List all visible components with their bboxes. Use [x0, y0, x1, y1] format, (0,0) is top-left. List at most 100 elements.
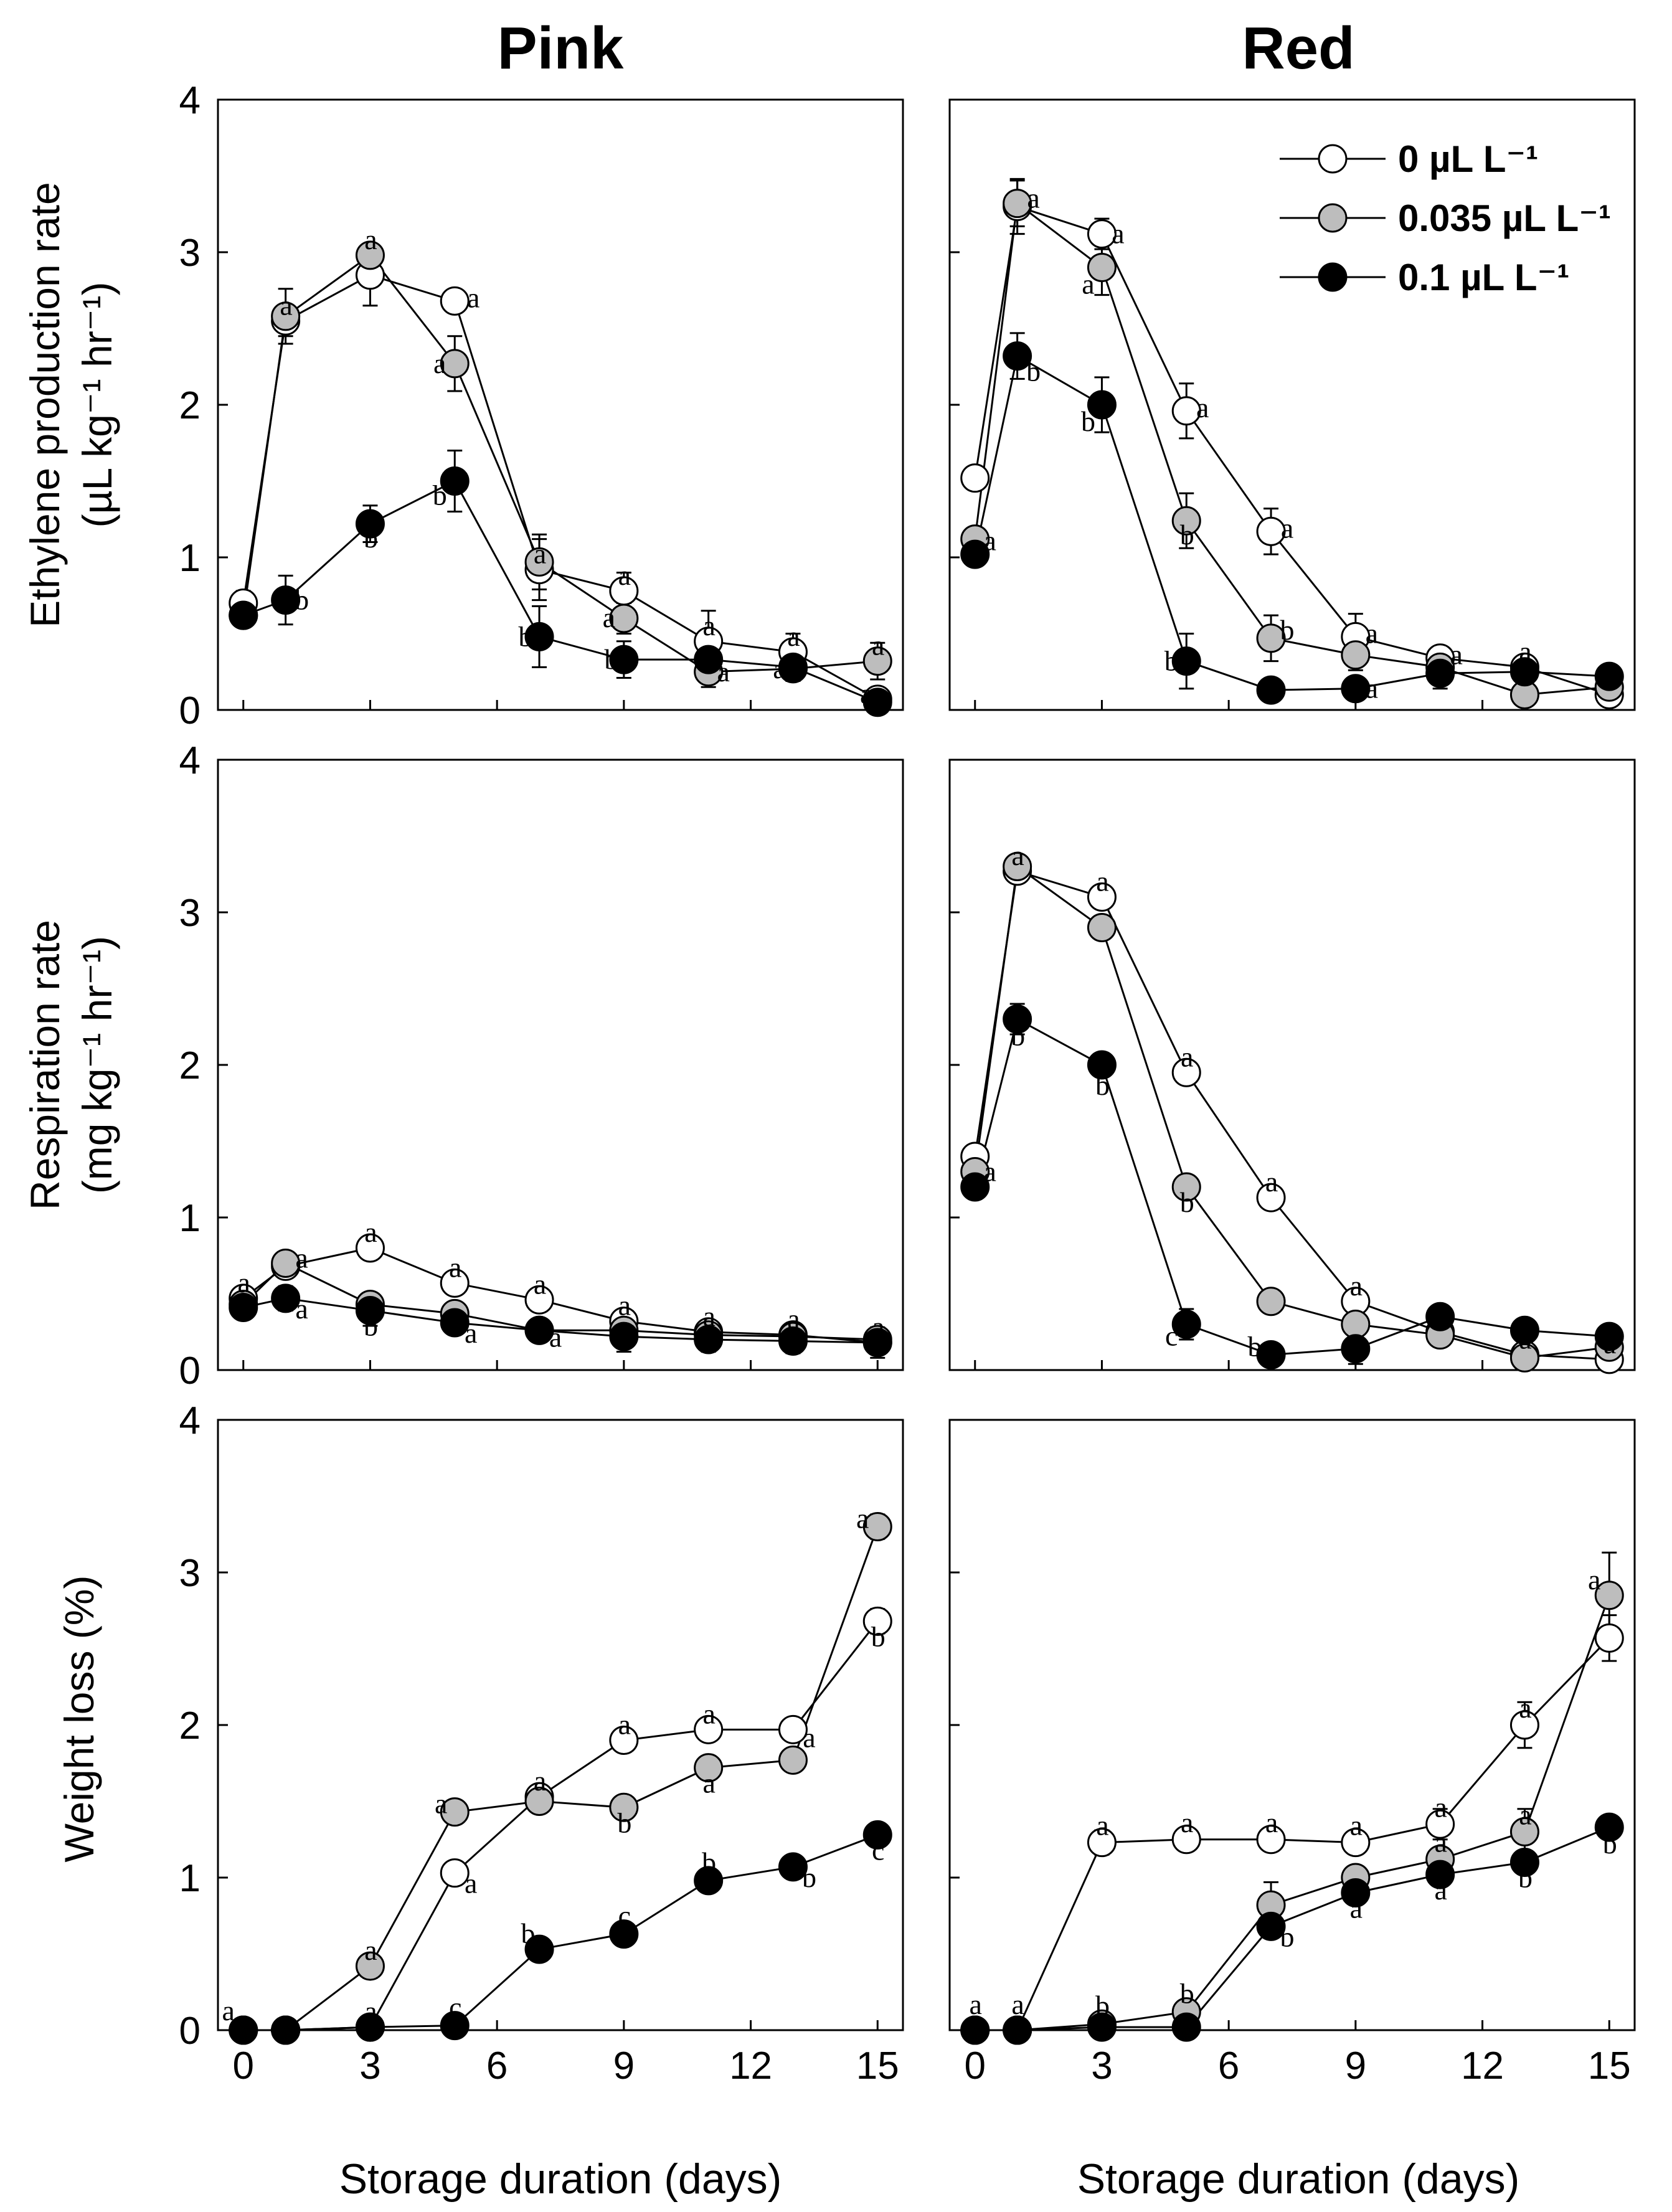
- data-point-1: [694, 1753, 724, 1783]
- data-point-1: [524, 547, 554, 577]
- significance-label: a: [702, 1698, 715, 1729]
- significance-label: a: [1434, 1300, 1447, 1332]
- y-tick-label: 4: [179, 79, 201, 122]
- data-point-0: [778, 1714, 808, 1744]
- data-point-0: [1087, 1828, 1117, 1858]
- significance-label: a: [1434, 1874, 1447, 1906]
- significance-label: b: [1180, 519, 1194, 551]
- significance-label: b: [364, 1310, 378, 1341]
- data-point-2: [1594, 661, 1624, 691]
- significance-label: b: [295, 584, 309, 616]
- significance-label: a: [1181, 1041, 1193, 1072]
- data-point-1: [1256, 1287, 1286, 1316]
- data-point-0: [524, 1285, 554, 1315]
- significance-label: a: [295, 1242, 308, 1274]
- data-point-2: [440, 2011, 470, 2041]
- data-point-2: [1594, 1321, 1624, 1351]
- data-point-2: [1087, 390, 1117, 420]
- data-point-1: [1087, 913, 1117, 942]
- data-point-2: [609, 1919, 639, 1949]
- data-point-2: [960, 539, 990, 569]
- significance-label: b: [1180, 1186, 1194, 1218]
- legend-marker-2: [1318, 262, 1348, 292]
- significance-label: b: [1180, 1978, 1194, 2010]
- significance-label: a: [364, 1216, 377, 1248]
- data-point-2: [1171, 646, 1201, 676]
- significance-label: b: [1164, 645, 1179, 677]
- x-tick-label: 12: [1461, 2044, 1504, 2087]
- significance-label: a: [364, 1934, 377, 1966]
- series-line-0: [974, 869, 1610, 1361]
- significance-label: a: [534, 1765, 546, 1797]
- significance-label: b: [604, 643, 618, 675]
- data-point-2: [229, 2015, 258, 2045]
- significance-label: a: [702, 1300, 715, 1332]
- significance-label: c: [1165, 1320, 1178, 1352]
- data-point-2: [1171, 1310, 1201, 1339]
- significance-label: b: [617, 1807, 631, 1838]
- significance-label: a: [1350, 1893, 1363, 1924]
- plot-frame: [217, 98, 904, 711]
- significance-label: a: [238, 602, 250, 633]
- y-tick-label: 2: [179, 1044, 201, 1087]
- data-point-1: [1087, 253, 1117, 282]
- data-point-1: [609, 1792, 639, 1822]
- data-point-2: [1256, 1911, 1286, 1941]
- data-point-2: [1425, 1860, 1455, 1889]
- data-point-2: [229, 600, 258, 630]
- y-tick-label: 4: [179, 739, 201, 782]
- significance-label: a: [1082, 268, 1094, 300]
- xlabel-red: Storage duration (days): [1077, 2155, 1520, 2203]
- significance-label: b: [1280, 614, 1295, 646]
- y-tick-label: 1: [179, 1197, 201, 1240]
- ylabel-respiration-line2: (mg kg⁻¹ hr⁻¹): [74, 936, 120, 1194]
- significance-label: b: [1026, 356, 1041, 387]
- data-point-0: [440, 1268, 470, 1298]
- data-point-1: [1171, 1172, 1201, 1202]
- x-tick-label: 9: [1345, 2044, 1366, 2087]
- data-point-0: [1341, 1828, 1371, 1858]
- panel-red-respiration: a a a a a a a a a b b b c b: [948, 759, 1636, 1374]
- x-tick-label: 9: [613, 2044, 635, 2087]
- data-point-1: [355, 240, 385, 270]
- data-point-2: [1087, 2012, 1117, 2042]
- significance-label: b: [519, 620, 533, 652]
- significance-label: a: [534, 1268, 546, 1300]
- data-point-2: [862, 1328, 892, 1358]
- x-tick-label: 15: [1588, 2044, 1631, 2087]
- data-point-2: [1341, 1878, 1371, 1907]
- plot-frame: [948, 759, 1636, 1371]
- significance-label: a: [1265, 1807, 1278, 1838]
- data-point-2: [1509, 1315, 1539, 1345]
- significance-label: a: [1519, 1323, 1531, 1355]
- data-point-1: [1509, 1817, 1539, 1846]
- significance-label: a: [1281, 512, 1293, 544]
- data-point-0: [1425, 1809, 1455, 1839]
- data-point-1: [355, 1951, 385, 1981]
- data-point-2: [1425, 658, 1455, 688]
- data-point-2: [355, 2012, 385, 2042]
- data-point-0: [609, 1726, 639, 1755]
- y-tick-label: 2: [179, 384, 201, 427]
- significance-label: a: [984, 525, 996, 557]
- significance-label: b: [364, 522, 378, 554]
- series-line-1: [975, 1595, 1610, 2031]
- x-tick-label: 3: [359, 2044, 380, 2087]
- data-point-1: [1171, 506, 1201, 536]
- y-tick-label: 0: [179, 1349, 201, 1392]
- significance-label: a: [1434, 1791, 1447, 1823]
- significance-label: a: [295, 1293, 308, 1325]
- data-point-1: [778, 1745, 808, 1775]
- data-point-2: [271, 2015, 301, 2045]
- data-point-0: [1171, 1057, 1201, 1087]
- data-point-2: [1003, 1004, 1032, 1034]
- x-tick-label: 6: [1218, 2044, 1239, 2087]
- significance-label: a: [1588, 1564, 1600, 1595]
- x-tick-label: 3: [1091, 2044, 1112, 2087]
- significance-label: a: [238, 1267, 250, 1298]
- significance-label: a: [702, 610, 715, 641]
- data-point-2: [862, 688, 892, 717]
- data-point-2: [778, 1852, 808, 1882]
